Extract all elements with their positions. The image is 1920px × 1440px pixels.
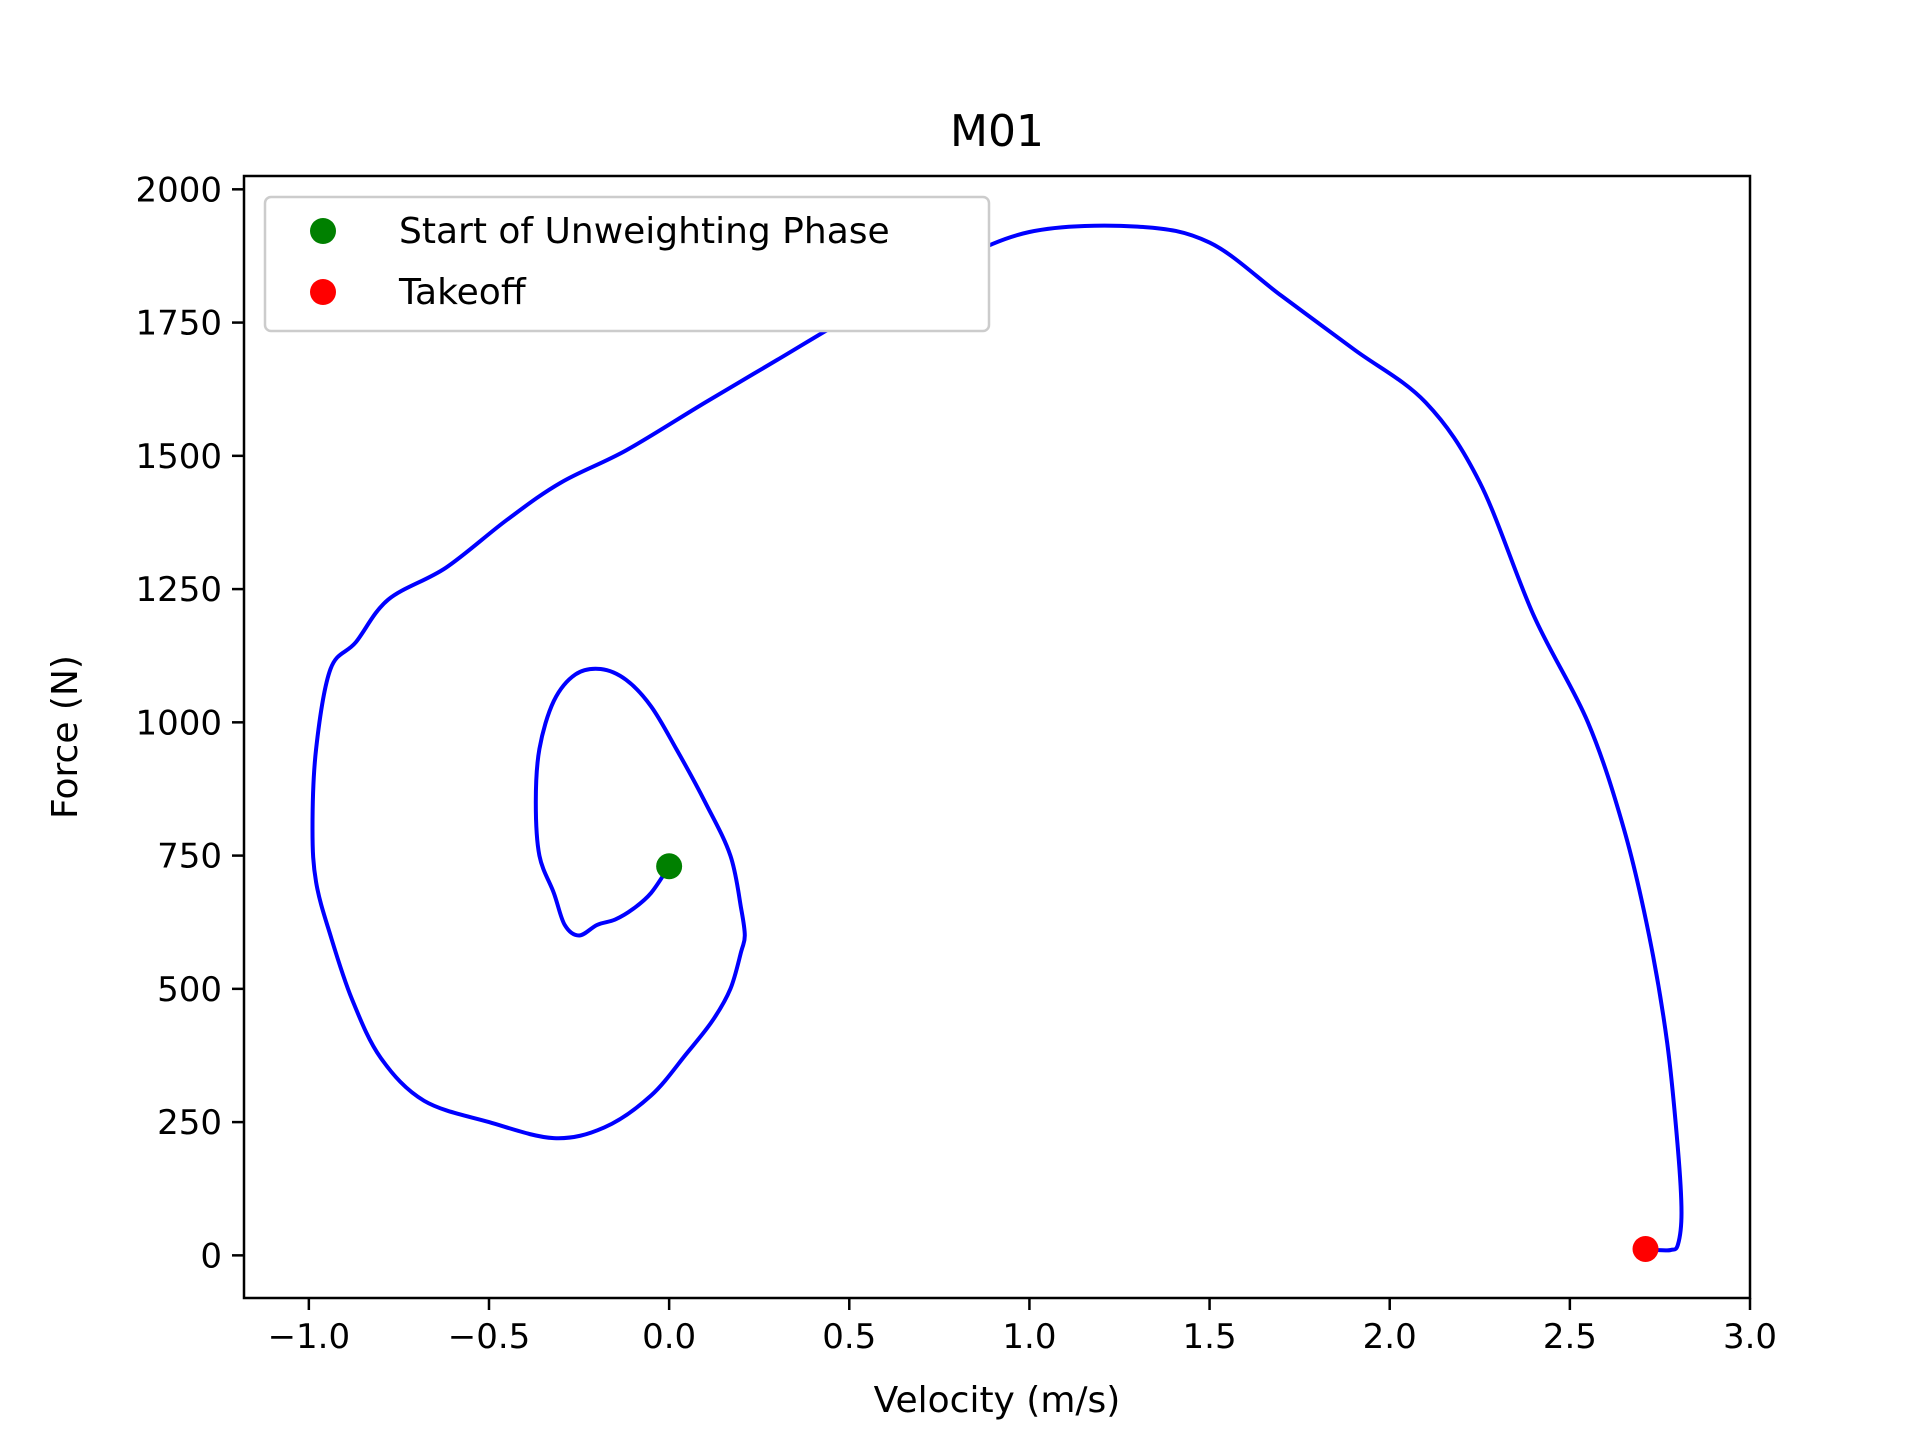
- x-tick-label: −1.0: [268, 1317, 351, 1357]
- y-tick-label: 1500: [135, 437, 222, 477]
- legend: Start of Unweighting Phase Takeoff: [263, 195, 991, 333]
- x-axis-ticks: −1.0 −0.5 0.0 0.5 1.0 1.5 2.0 2.5 3.0: [268, 1298, 1777, 1357]
- x-tick-label: 0.0: [642, 1317, 696, 1357]
- markers: [656, 853, 1659, 1262]
- legend-box: [263, 195, 991, 333]
- y-tick-label: 750: [157, 837, 222, 877]
- x-tick-label: 0.5: [822, 1317, 876, 1357]
- series-line: [310, 223, 1684, 1253]
- x-tick-label: 1.5: [1183, 1317, 1237, 1357]
- legend-marker-start-of-unweighting: [310, 218, 336, 244]
- chart-title: M01: [950, 106, 1044, 157]
- y-axis-ticks: 0 250 500 750 1000 1250 1500 1750 2000: [135, 170, 244, 1276]
- start-of-unweighting-marker: [656, 853, 683, 880]
- plot-area: [244, 176, 1750, 1298]
- legend-marker-takeoff: [310, 279, 336, 305]
- takeoff-marker: [1632, 1235, 1659, 1262]
- x-tick-label: −0.5: [448, 1317, 531, 1357]
- x-axis-label: Velocity (m/s): [874, 1380, 1121, 1421]
- y-tick-label: 1750: [135, 304, 222, 344]
- x-tick-label: 1.0: [1002, 1317, 1056, 1357]
- plot-frame: [242, 174, 1752, 1300]
- y-tick-label: 1250: [135, 570, 222, 610]
- x-tick-label: 3.0: [1723, 1317, 1777, 1357]
- y-tick-label: 250: [157, 1103, 222, 1143]
- legend-label-start-of-unweighting: Start of Unweighting Phase: [399, 211, 890, 252]
- y-tick-label: 1000: [135, 703, 222, 743]
- x-tick-label: 2.5: [1543, 1317, 1597, 1357]
- y-axis-label: Force (N): [45, 655, 86, 819]
- x-tick-label: 2.0: [1363, 1317, 1417, 1357]
- y-tick-label: 500: [157, 970, 222, 1010]
- legend-label-takeoff: Takeoff: [398, 272, 527, 313]
- y-tick-label: 0: [200, 1236, 222, 1276]
- y-tick-label: 2000: [135, 170, 222, 210]
